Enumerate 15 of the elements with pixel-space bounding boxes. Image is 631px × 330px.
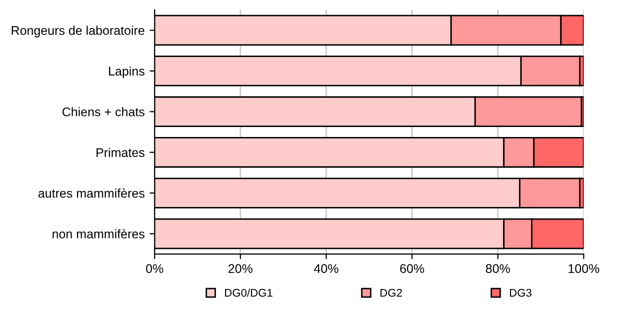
y-tick-label: autres mammifères	[38, 188, 144, 198]
legend-label: DG2	[380, 288, 402, 297]
legend-label: DG3	[510, 288, 532, 297]
x-tick-label: 0%	[146, 264, 164, 274]
x-tick-label: 100%	[568, 264, 600, 274]
x-tick-label: 60%	[400, 264, 424, 274]
x-tick-label: 80%	[486, 264, 510, 274]
y-tick-label: Rongeurs de laboratoire	[12, 26, 144, 38]
y-tick-label: Primates	[96, 148, 144, 157]
x-tick-label: 40%	[314, 264, 338, 274]
x-tick-label: 20%	[228, 264, 252, 274]
y-tick-label: Lapins	[109, 66, 144, 78]
y-tick-label: non mammifères	[52, 229, 144, 238]
legend-label: DG0/DG1	[225, 288, 272, 297]
y-tick-label: Chiens + chats	[62, 107, 144, 116]
